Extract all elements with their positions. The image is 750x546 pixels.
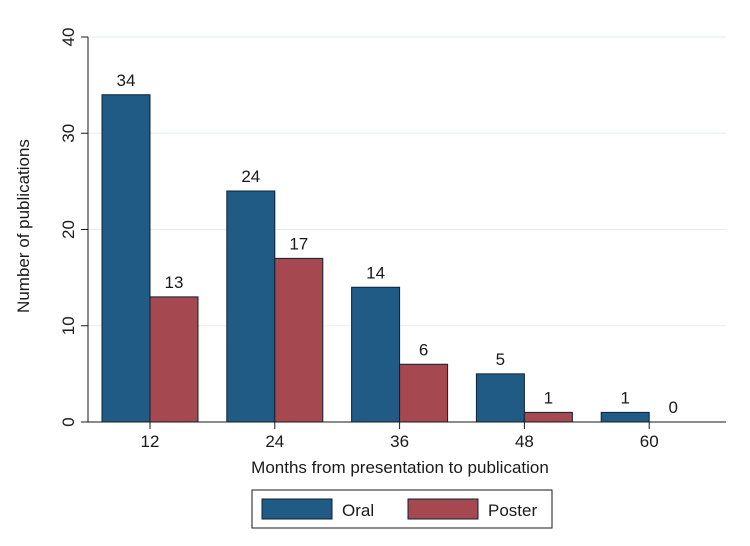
y-tick-label: 20 bbox=[59, 220, 78, 239]
data-label-oral-12: 34 bbox=[117, 71, 136, 90]
legend: Oral Poster bbox=[251, 489, 553, 529]
axes bbox=[81, 36, 726, 429]
x-tick-labels: 12 24 36 48 60 bbox=[141, 432, 659, 451]
bar-oral-24 bbox=[226, 190, 276, 423]
legend-label-oral: Oral bbox=[342, 501, 374, 520]
x-axis-title: Months from presentation to publication bbox=[251, 458, 549, 477]
y-tick-labels: 0 10 20 30 40 bbox=[59, 28, 78, 427]
data-label-poster-36: 6 bbox=[419, 340, 428, 359]
x-tick-label: 24 bbox=[265, 432, 284, 451]
x-tick-label: 12 bbox=[141, 432, 160, 451]
y-axis-title: Number of publications bbox=[14, 139, 33, 313]
data-label-poster-12: 13 bbox=[165, 273, 184, 292]
bars bbox=[101, 94, 650, 423]
legend-label-poster: Poster bbox=[488, 501, 537, 520]
data-label-poster-60: 0 bbox=[668, 398, 677, 417]
y-tick-label: 40 bbox=[59, 28, 78, 47]
gridlines bbox=[88, 36, 726, 327]
x-tick-label: 60 bbox=[640, 432, 659, 451]
legend-swatch-poster bbox=[407, 498, 479, 520]
data-label-oral-48: 5 bbox=[496, 350, 505, 369]
bar-oral-48 bbox=[475, 373, 525, 423]
bar-oral-60 bbox=[600, 411, 650, 423]
data-label-poster-48: 1 bbox=[544, 388, 553, 407]
bar-oral-12 bbox=[101, 94, 151, 423]
y-tick-label: 10 bbox=[59, 316, 78, 335]
y-tick-label: 30 bbox=[59, 124, 78, 143]
data-label-oral-24: 24 bbox=[241, 167, 260, 186]
data-label-oral-60: 1 bbox=[620, 388, 629, 407]
legend-swatch-oral bbox=[261, 498, 333, 520]
y-tick-label: 0 bbox=[59, 417, 78, 426]
data-label-oral-36: 14 bbox=[366, 263, 385, 282]
x-tick-label: 48 bbox=[515, 432, 534, 451]
data-label-poster-24: 17 bbox=[289, 234, 308, 253]
bar-poster-36 bbox=[399, 363, 449, 423]
bar-oral-36 bbox=[351, 286, 401, 423]
bar-poster-24 bbox=[274, 257, 324, 423]
bar-poster-12 bbox=[149, 296, 199, 423]
x-tick-label: 36 bbox=[390, 432, 409, 451]
bar-poster-48 bbox=[523, 411, 573, 423]
data-labels: 34 13 24 17 14 6 5 1 1 0 bbox=[117, 71, 678, 417]
